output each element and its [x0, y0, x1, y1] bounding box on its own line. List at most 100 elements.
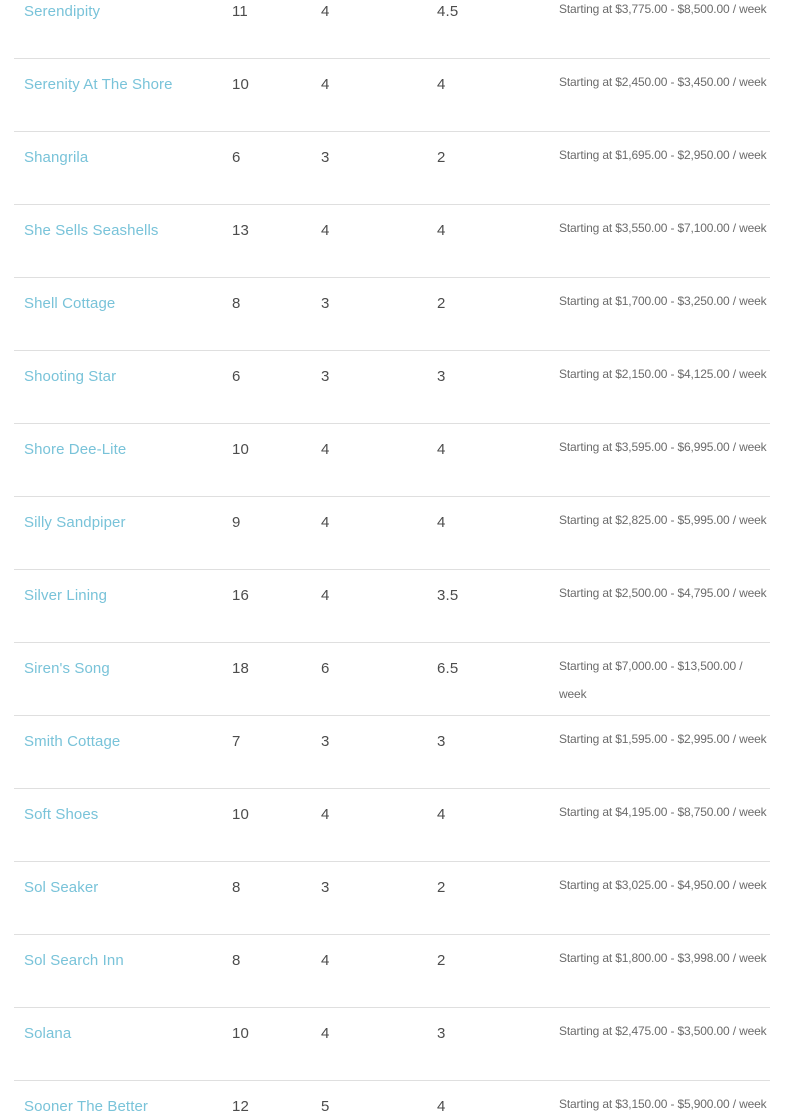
property-name-link[interactable]: Shore Dee-Lite — [24, 441, 127, 458]
number-cell-col2: 10 — [232, 441, 250, 458]
price-cell: Starting at $1,800.00 - $3,998.00 / week — [559, 951, 767, 965]
number-cell-col2: 6 — [232, 368, 241, 385]
property-name-link[interactable]: Shell Cottage — [24, 295, 116, 312]
name-cell: Sol Search Inn — [14, 935, 232, 970]
price-cell: Starting at $4,195.00 - $8,750.00 / week — [559, 805, 767, 819]
rental-listings-table: Serendipity 11 4 4.5 Starting at $3,775.… — [14, 0, 770, 1114]
name-cell: She Sells Seashells — [14, 205, 232, 240]
price-cell: Starting at $3,550.00 - $7,100.00 / week — [559, 221, 767, 235]
number-cell-col4: 4 — [437, 76, 446, 93]
name-cell: Shangrila — [14, 132, 232, 167]
name-cell: Smith Cottage — [14, 716, 232, 751]
table-row: Silver Lining 16 4 3.5 Starting at $2,50… — [14, 570, 770, 643]
number-cell-col2: 13 — [232, 222, 250, 239]
name-cell: Silver Lining — [14, 570, 232, 605]
number-cell-col2: 8 — [232, 295, 241, 312]
name-cell: Shore Dee-Lite — [14, 424, 232, 459]
property-name-link[interactable]: She Sells Seashells — [24, 222, 159, 239]
number-cell-col3: 4 — [321, 587, 330, 604]
price-cell: Starting at $2,450.00 - $3,450.00 / week — [559, 75, 767, 89]
number-cell-col4: 4 — [437, 222, 446, 239]
table-row: Shell Cottage 8 3 2 Starting at $1,700.0… — [14, 278, 770, 351]
number-cell-col2: 10 — [232, 806, 250, 823]
number-cell-col4: 4 — [437, 441, 446, 458]
number-cell-col4: 4 — [437, 806, 446, 823]
name-cell: Soft Shoes — [14, 789, 232, 824]
number-cell-col3: 4 — [321, 1025, 330, 1042]
price-cell: Starting at $7,000.00 - $13,500.00 / wee… — [559, 659, 743, 701]
price-cell: Starting at $2,825.00 - $5,995.00 / week — [559, 513, 767, 527]
number-cell-col3: 3 — [321, 295, 330, 312]
number-cell-col4: 4 — [437, 1098, 446, 1114]
name-cell: Shooting Star — [14, 351, 232, 386]
name-cell: Serendipity — [14, 0, 232, 21]
number-cell-col2: 6 — [232, 149, 241, 166]
number-cell-col4: 3.5 — [437, 587, 459, 604]
number-cell-col3: 4 — [321, 952, 330, 969]
number-cell-col2: 10 — [232, 1025, 250, 1042]
table-row: Smith Cottage 7 3 3 Starting at $1,595.0… — [14, 716, 770, 789]
number-cell-col2: 16 — [232, 587, 250, 604]
property-name-link[interactable]: Serendipity — [24, 3, 101, 20]
property-name-link[interactable]: Shangrila — [24, 149, 89, 166]
number-cell-col2: 18 — [232, 660, 250, 677]
property-name-link[interactable]: Smith Cottage — [24, 733, 121, 750]
number-cell-col4: 2 — [437, 295, 446, 312]
number-cell-col3: 3 — [321, 368, 330, 385]
property-name-link[interactable]: Shooting Star — [24, 368, 117, 385]
number-cell-col2: 8 — [232, 952, 241, 969]
property-name-link[interactable]: Sol Seaker — [24, 879, 99, 896]
price-cell: Starting at $2,500.00 - $4,795.00 / week — [559, 586, 767, 600]
number-cell-col4: 3 — [437, 733, 446, 750]
table-row: Shooting Star 6 3 3 Starting at $2,150.0… — [14, 351, 770, 424]
property-name-link[interactable]: Siren's Song — [24, 660, 110, 677]
name-cell: Sol Seaker — [14, 862, 232, 897]
table-row: Shangrila 6 3 2 Starting at $1,695.00 - … — [14, 132, 770, 205]
table-row: Sol Search Inn 8 4 2 Starting at $1,800.… — [14, 935, 770, 1008]
table-row: Silly Sandpiper 9 4 4 Starting at $2,825… — [14, 497, 770, 570]
table-row: Soft Shoes 10 4 4 Starting at $4,195.00 … — [14, 789, 770, 862]
number-cell-col2: 12 — [232, 1098, 250, 1114]
property-name-link[interactable]: Sooner The Better — [24, 1098, 148, 1114]
number-cell-col2: 8 — [232, 879, 241, 896]
number-cell-col4: 2 — [437, 879, 446, 896]
number-cell-col3: 4 — [321, 514, 330, 531]
price-cell: Starting at $1,695.00 - $2,950.00 / week — [559, 148, 767, 162]
number-cell-col3: 6 — [321, 660, 330, 677]
number-cell-col3: 3 — [321, 733, 330, 750]
number-cell-col2: 10 — [232, 76, 250, 93]
number-cell-col3: 3 — [321, 149, 330, 166]
table-row: Siren's Song 18 6 6.5 Starting at $7,000… — [14, 643, 770, 716]
number-cell-col2: 7 — [232, 733, 241, 750]
price-cell: Starting at $1,595.00 - $2,995.00 / week — [559, 732, 767, 746]
property-name-link[interactable]: Sol Search Inn — [24, 952, 124, 969]
property-name-link[interactable]: Soft Shoes — [24, 806, 99, 823]
property-name-link[interactable]: Silly Sandpiper — [24, 514, 126, 531]
name-cell: Silly Sandpiper — [14, 497, 232, 532]
number-cell-col2: 9 — [232, 514, 241, 531]
table-row: Shore Dee-Lite 10 4 4 Starting at $3,595… — [14, 424, 770, 497]
table-row: Serendipity 11 4 4.5 Starting at $3,775.… — [14, 0, 770, 59]
number-cell-col4: 4 — [437, 514, 446, 531]
table-row: She Sells Seashells 13 4 4 Starting at $… — [14, 205, 770, 278]
number-cell-col3: 3 — [321, 879, 330, 896]
table-row: Serenity At The Shore 10 4 4 Starting at… — [14, 59, 770, 132]
name-cell: Shell Cottage — [14, 278, 232, 313]
number-cell-col3: 5 — [321, 1098, 330, 1114]
property-name-link[interactable]: Solana — [24, 1025, 72, 1042]
table-row: Sooner The Better 12 5 4 Starting at $3,… — [14, 1081, 770, 1114]
number-cell-col4: 2 — [437, 149, 446, 166]
number-cell-col3: 4 — [321, 76, 330, 93]
property-name-link[interactable]: Silver Lining — [24, 587, 108, 604]
price-cell: Starting at $3,595.00 - $6,995.00 / week — [559, 440, 767, 454]
number-cell-col3: 4 — [321, 3, 330, 20]
number-cell-col2: 11 — [232, 3, 248, 20]
price-cell: Starting at $1,700.00 - $3,250.00 / week — [559, 294, 767, 308]
property-name-link[interactable]: Serenity At The Shore — [24, 76, 173, 93]
number-cell-col4: 2 — [437, 952, 446, 969]
table-row: Sol Seaker 8 3 2 Starting at $3,025.00 -… — [14, 862, 770, 935]
name-cell: Solana — [14, 1008, 232, 1043]
number-cell-col3: 4 — [321, 222, 330, 239]
name-cell: Serenity At The Shore — [14, 59, 232, 94]
price-cell: Starting at $2,475.00 - $3,500.00 / week — [559, 1024, 767, 1038]
